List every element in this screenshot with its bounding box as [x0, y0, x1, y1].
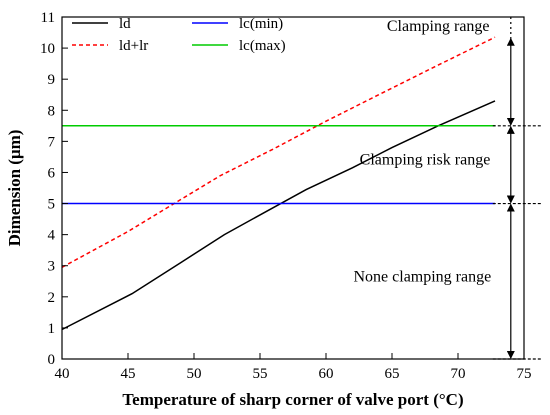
legend-label: lc(max): [239, 38, 286, 54]
series-line-ld-lr: [61, 36, 496, 268]
y-tick-label: 5: [48, 197, 56, 213]
range-annotation: Clamping range: [387, 18, 490, 35]
y-tick-label: 2: [48, 290, 56, 306]
y-tick-label: 10: [40, 41, 55, 57]
y-tick-label: 7: [48, 134, 56, 150]
series-line-ld: [61, 100, 496, 331]
x-tick-label: 50: [187, 366, 202, 382]
x-tick-label: 40: [55, 366, 70, 382]
x-tick-label: 55: [253, 366, 268, 382]
legend-label: ld: [119, 16, 131, 32]
y-tick-label: 4: [48, 228, 56, 244]
plot-frame: [61, 16, 525, 360]
x-tick-label: 75: [517, 366, 532, 382]
y-tick-label: 8: [48, 103, 56, 119]
y-axis-title: Dimension (μm): [5, 130, 24, 247]
x-tick-label: 45: [121, 366, 136, 382]
y-tick-label: 3: [48, 259, 56, 275]
legend-label: lc(min): [239, 16, 283, 32]
legend-label: ld+lr: [119, 38, 148, 54]
y-tick-label: 1: [48, 321, 56, 337]
x-tick-label: 60: [319, 366, 334, 382]
y-tick-label: 11: [41, 10, 55, 26]
range-annotation: Clamping risk range: [360, 152, 491, 169]
range-annotation: None clamping range: [353, 268, 491, 285]
x-tick-label: 70: [451, 366, 466, 382]
y-tick-label: 6: [48, 165, 56, 181]
x-axis-title: Temperature of sharp corner of valve por…: [122, 390, 463, 409]
y-tick-label: 0: [48, 352, 56, 368]
x-tick-label: 65: [385, 366, 400, 382]
y-tick-label: 9: [48, 72, 56, 88]
